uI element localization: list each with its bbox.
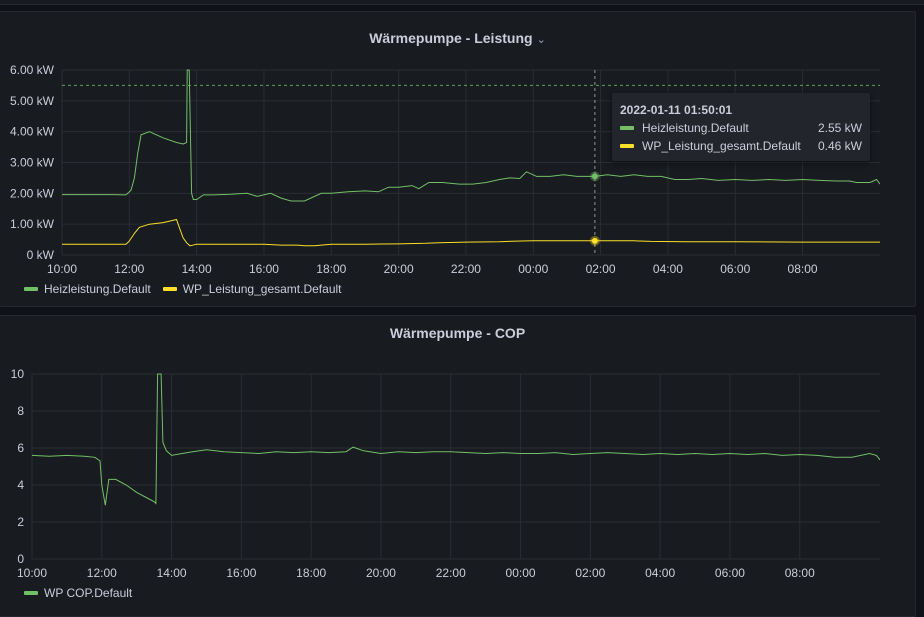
y-tick-label: 4.00 kW xyxy=(10,125,55,139)
tooltip-series-value: 2.55 kW xyxy=(817,121,862,135)
y-tick-label: 0 xyxy=(17,552,24,566)
hover-point xyxy=(591,173,598,180)
y-tick-label: 4 xyxy=(17,478,24,492)
x-tick-label: 08:00 xyxy=(788,262,818,276)
legend-cop: WP COP.Default xyxy=(24,586,132,600)
y-tick-label: 8 xyxy=(17,404,24,418)
tooltip-time: 2022-01-11 01:50:01 xyxy=(620,103,733,117)
y-tick-label: 0 kW xyxy=(27,248,55,262)
x-tick-label: 10:00 xyxy=(47,262,77,276)
x-tick-label: 06:00 xyxy=(715,566,745,580)
x-tick-label: 00:00 xyxy=(518,262,548,276)
x-tick-label: 04:00 xyxy=(653,262,683,276)
tooltip-row: WP_Leistung_gesamt.Default 0.46 kW xyxy=(620,138,862,154)
panel-title-text: Wärmepumpe - Leistung xyxy=(369,30,533,46)
x-tick-label: 06:00 xyxy=(720,262,750,276)
y-tick-label: 10 xyxy=(11,367,25,381)
tooltip-row: Heizleistung.Default 2.55 kW xyxy=(620,120,862,136)
tooltip-swatch-green xyxy=(620,126,634,130)
x-tick-label: 18:00 xyxy=(316,262,346,276)
panel-separator xyxy=(0,0,924,5)
panel-title-cop[interactable]: Wärmepumpe - COP xyxy=(0,325,915,341)
x-tick-label: 02:00 xyxy=(575,566,605,580)
x-tick-label: 12:00 xyxy=(87,566,117,580)
x-tick-label: 14:00 xyxy=(157,566,187,580)
x-tick-label: 00:00 xyxy=(506,566,536,580)
legend-label: WP COP.Default xyxy=(44,586,133,600)
x-tick-label: 20:00 xyxy=(366,566,396,580)
tooltip-series-value: 0.46 kW xyxy=(817,139,862,153)
x-tick-label: 20:00 xyxy=(384,262,414,276)
cop-chart[interactable]: 0 2 4 6 8 10 10:00 12:00 14:00 16:00 18:00 20:00 22:… xyxy=(0,316,915,616)
x-tick-label: 02:00 xyxy=(586,262,616,276)
chevron-down-icon[interactable]: ⌄ xyxy=(536,34,546,46)
legend-item-heizleistung[interactable]: Heizleistung.Default xyxy=(24,282,151,296)
series-line xyxy=(62,69,880,202)
legend-item-wp-leistung[interactable]: WP_Leistung_gesamt.Default xyxy=(162,282,342,296)
panel-title-power[interactable]: Wärmepumpe - Leistung ⌄ xyxy=(0,30,915,46)
y-tick-label: 5.00 kW xyxy=(10,94,55,108)
series-line xyxy=(62,218,880,247)
x-tick-label: 16:00 xyxy=(249,262,279,276)
x-tick-label: 22:00 xyxy=(451,262,481,276)
y-tick-label: 6 xyxy=(17,441,24,455)
legend-label: Heizleistung.Default xyxy=(44,282,151,296)
tooltip-series-name: WP_Leistung_gesamt.Default xyxy=(642,139,801,153)
y-tick-label: 2 xyxy=(17,515,24,529)
y-tick-label: 2.00 kW xyxy=(10,186,55,200)
tooltip-swatch-yellow xyxy=(620,144,634,148)
x-tick-label: 14:00 xyxy=(182,262,212,276)
x-tick-label: 16:00 xyxy=(226,566,256,580)
tooltip-series-name: Heizleistung.Default xyxy=(642,121,749,135)
y-tick-label: 3.00 kW xyxy=(10,156,55,170)
legend-swatch-green xyxy=(24,591,38,595)
y-tick-label: 1.00 kW xyxy=(10,217,55,231)
legend-swatch-yellow xyxy=(162,287,177,291)
legend-power: Heizleistung.Default WP_Leistung_gesamt.… xyxy=(24,282,342,296)
legend-swatch-green xyxy=(24,287,38,291)
x-tick-label: 22:00 xyxy=(436,566,466,580)
x-tick-label: 18:00 xyxy=(296,566,326,580)
legend-item-wp-cop[interactable]: WP COP.Default xyxy=(24,586,132,600)
panel-cop: Wärmepumpe - COP 0 2 4 6 8 10 10:00 12:00 14:00 1… xyxy=(0,315,916,617)
x-tick-label: 04:00 xyxy=(645,566,675,580)
legend-label: WP_Leistung_gesamt.Default xyxy=(182,282,342,296)
hover-point xyxy=(591,237,598,244)
x-tick-label: 12:00 xyxy=(114,262,144,276)
y-tick-label: 6.00 kW xyxy=(10,63,55,77)
x-tick-label: 08:00 xyxy=(785,566,815,580)
panel-title-text: Wärmepumpe - COP xyxy=(389,325,526,341)
series-line xyxy=(32,373,880,506)
hover-tooltip: 2022-01-11 01:50:01 Heizleistung.Default… xyxy=(612,93,870,161)
x-tick-label: 10:00 xyxy=(17,566,47,580)
